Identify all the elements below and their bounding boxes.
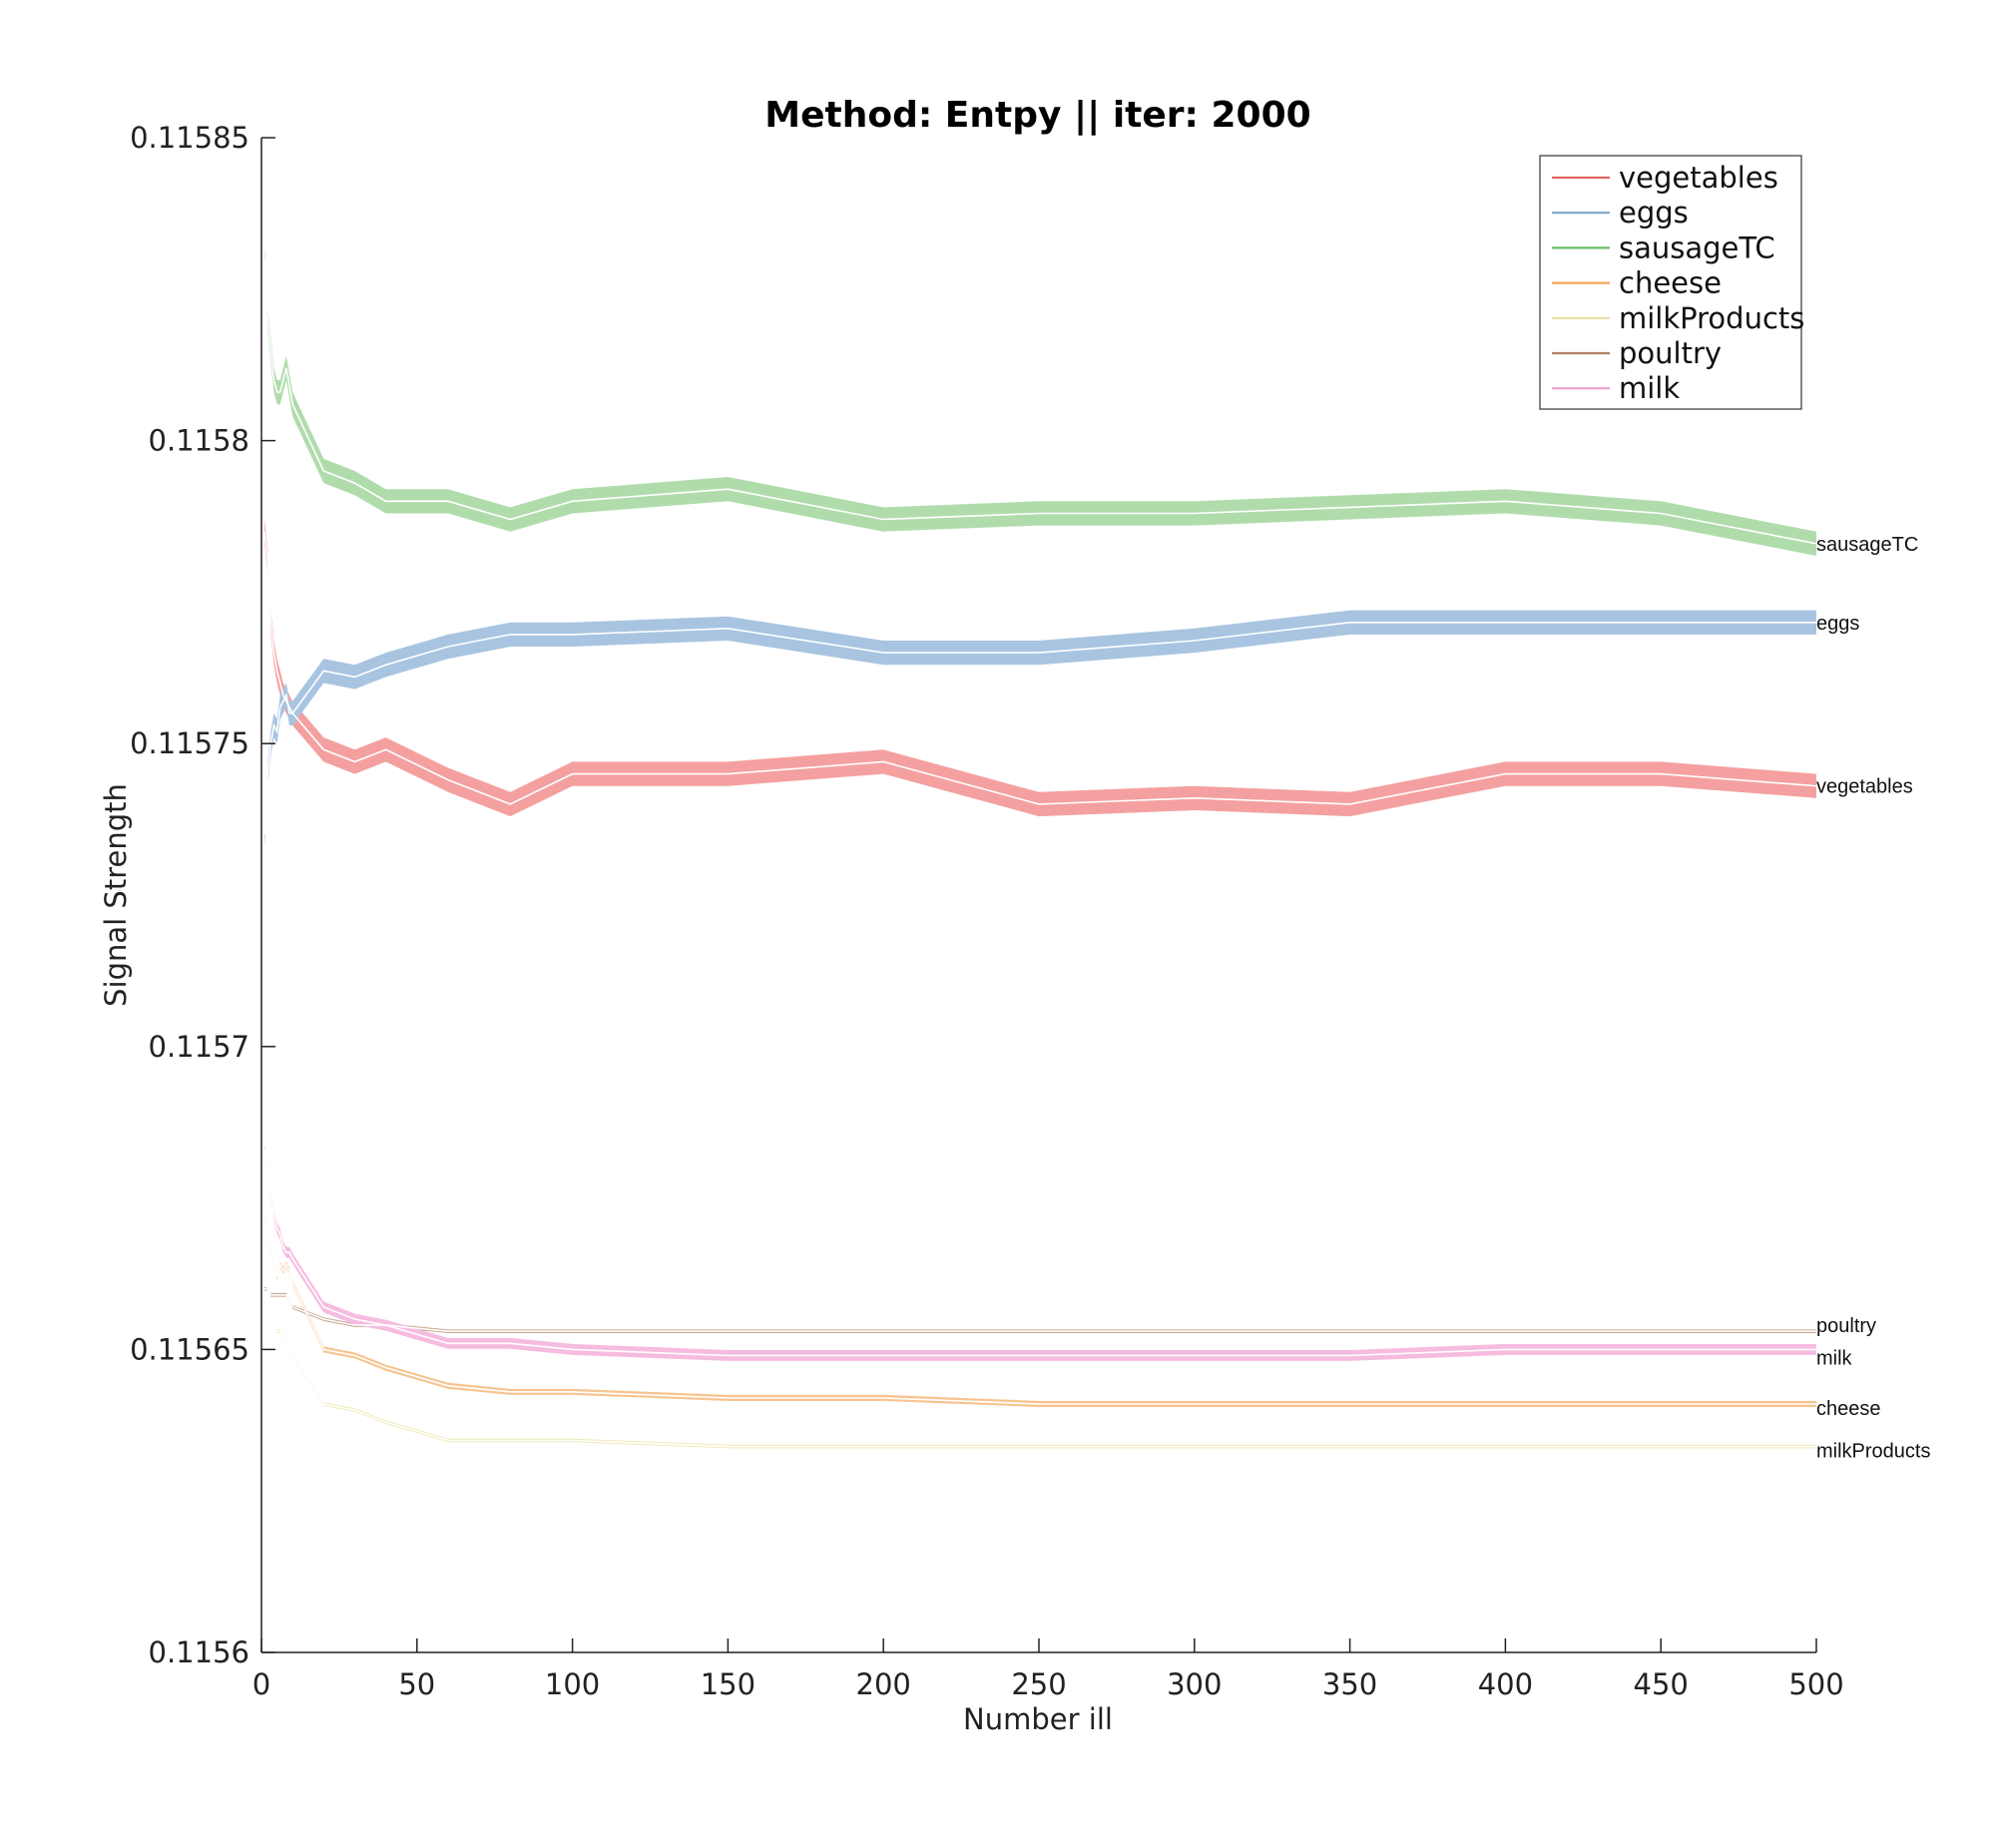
line-eggs — [263, 621, 1816, 835]
x-tick-label: 450 — [1634, 1667, 1689, 1701]
legend-label-poultry: poultry — [1619, 336, 1722, 370]
end-label-sausageTC: sausageTC — [1816, 534, 1918, 556]
end-label-milk: milk — [1816, 1347, 1853, 1369]
y-tick-label: 0.11565 — [130, 1332, 250, 1366]
line-milk — [263, 1149, 1816, 1357]
y-tick-label: 0.1156 — [149, 1635, 250, 1669]
line-milkProducts — [263, 1270, 1816, 1448]
band-milkProducts — [264, 1268, 1817, 1449]
y-axis-label: Signal Strength — [99, 783, 133, 1007]
chart-title: Method: Entpy || iter: 2000 — [764, 95, 1310, 136]
band-sausageTC — [264, 246, 1817, 557]
series-lines — [263, 258, 1817, 1448]
legend-label-milk: milk — [1619, 371, 1680, 405]
end-label-eggs: eggs — [1816, 613, 1859, 635]
x-tick-label: 350 — [1322, 1667, 1377, 1701]
legend-label-eggs: eggs — [1619, 196, 1689, 230]
x-tick-label: 400 — [1478, 1667, 1533, 1701]
x-tick-label: 50 — [398, 1667, 435, 1701]
legend: vegetableseggssausageTCcheesemilkProduct… — [1539, 155, 1804, 410]
x-axis-label: Number ill — [963, 1702, 1113, 1736]
x-tick-label: 200 — [856, 1667, 911, 1701]
band-eggs — [264, 610, 1817, 847]
y-tick-label: 0.11575 — [130, 726, 250, 760]
x-tick-label: 300 — [1167, 1667, 1222, 1701]
y-tick-label: 0.11585 — [130, 121, 250, 155]
end-label-vegetables: vegetables — [1816, 776, 1913, 798]
legend-label-milkProducts: milkProducts — [1619, 301, 1804, 335]
y-ticks: 0.1156 0.11565 0.1157 0.11575 0.1158 0.11585 — [130, 121, 275, 1669]
end-label-cheese: cheese — [1816, 1398, 1881, 1420]
legend-items: vegetableseggssausageTCcheesemilkProduct… — [1552, 161, 1804, 405]
line-poultry — [264, 1287, 1816, 1332]
y-tick-label: 0.1157 — [149, 1030, 250, 1064]
y-tick-label: 0.1158 — [149, 424, 250, 458]
line-cheese — [263, 1221, 1816, 1405]
x-ticks: 0 50 100 150 200 250 300 350 400 450 500 — [252, 1638, 1844, 1701]
series-end-labels: sausageTC eggs vegetables poultry milk cheese… — [1816, 534, 1930, 1463]
x-tick-label: 100 — [545, 1667, 600, 1701]
x-tick-label: 0 — [252, 1667, 270, 1701]
legend-label-vegetables: vegetables — [1619, 161, 1778, 195]
end-label-poultry: poultry — [1816, 1315, 1876, 1337]
x-tick-label: 150 — [701, 1667, 755, 1701]
x-tick-label: 500 — [1788, 1667, 1843, 1701]
x-tick-label: 250 — [1011, 1667, 1066, 1701]
line-sausageTC — [263, 258, 1817, 545]
legend-label-sausageTC: sausageTC — [1619, 231, 1775, 264]
end-label-milkProducts: milkProducts — [1816, 1441, 1930, 1463]
line-vegetables — [263, 531, 1817, 805]
band-milk — [264, 1144, 1817, 1361]
legend-label-cheese: cheese — [1619, 266, 1722, 300]
